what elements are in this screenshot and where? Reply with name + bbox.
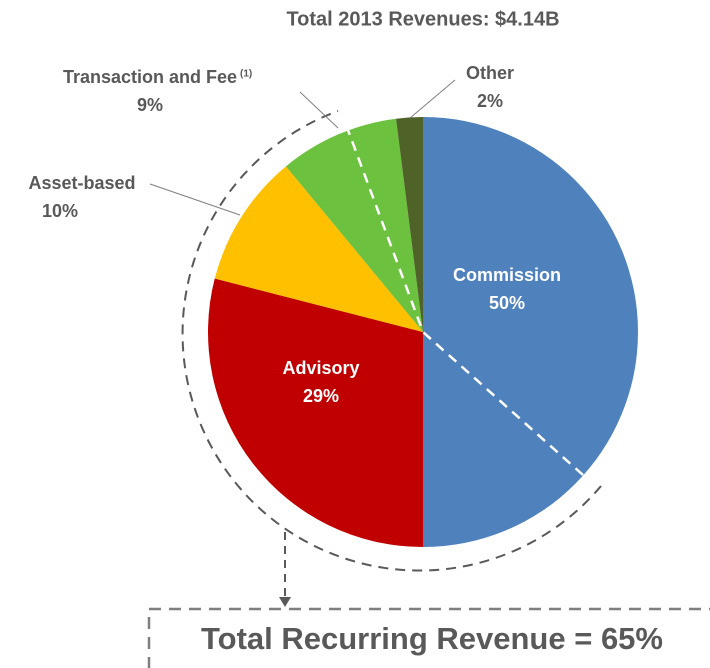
pie-slice (396, 117, 423, 332)
pie-slice (207, 278, 423, 547)
leader-line (149, 183, 241, 216)
recurring-arc (181, 110, 602, 572)
slice-value-label: 50% (489, 293, 525, 313)
arrow-head (279, 597, 291, 607)
slice-label: Asset-based (28, 173, 135, 193)
leader-line (299, 91, 339, 129)
slice-value-label: 10% (42, 201, 78, 221)
slice-value-label: 29% (303, 386, 339, 406)
slice-value-label: 2% (477, 91, 503, 111)
slice-value-label: 9% (137, 95, 163, 115)
chart-title: Total 2013 Revenues: $4.14B (286, 8, 559, 30)
footnote-mark: (1) (240, 69, 252, 80)
slice-label: Advisory (282, 358, 359, 378)
recurring-divider (343, 121, 584, 476)
recurring-box (147, 607, 710, 668)
slice-label: Transaction and Fee (63, 67, 237, 87)
pie-slice (214, 166, 423, 332)
recurring-annotation: Total Recurring Revenue = 65% (201, 621, 663, 656)
slice-label: Commission (453, 265, 561, 285)
slice-label: Other (466, 63, 514, 83)
leader-line (409, 79, 456, 119)
pie (207, 117, 638, 547)
pie-slice (285, 118, 423, 332)
pie-slice (423, 117, 638, 547)
